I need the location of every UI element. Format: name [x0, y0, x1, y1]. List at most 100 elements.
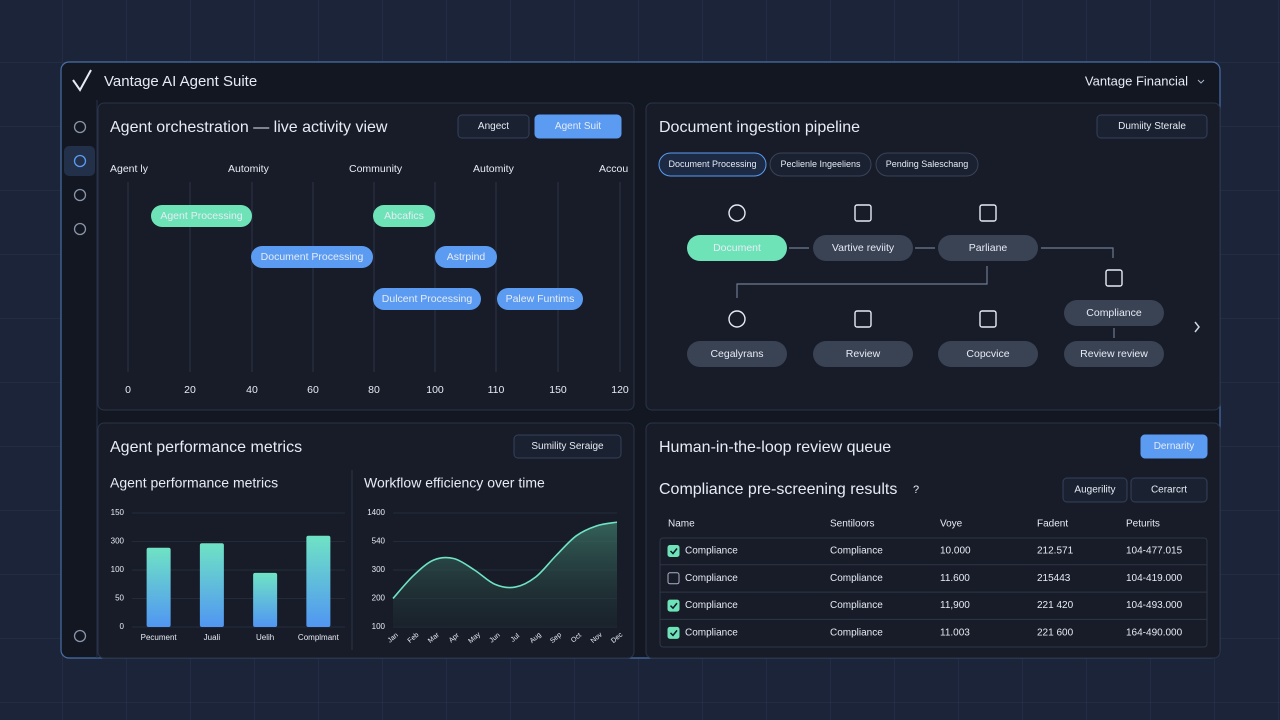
tab[interactable]: [875, 152, 979, 177]
dropdown-label: Dumiity Sterale: [1118, 121, 1186, 132]
column-label: Community: [349, 163, 403, 175]
table-cell: Compliance: [830, 600, 883, 611]
y-tick-label: 200: [372, 594, 386, 603]
filter-button[interactable]: [1062, 477, 1128, 503]
dropdown[interactable]: [513, 434, 622, 459]
checkmark: [669, 629, 678, 637]
x-tick-label: Juali: [204, 633, 221, 642]
table-cell: Compliance: [830, 628, 883, 639]
nav-icon[interactable]: [73, 222, 87, 236]
table-cell: 221 420: [1037, 600, 1074, 611]
column-label: Automity: [228, 163, 270, 175]
axis-label: 0: [125, 384, 131, 396]
node-icon: [1105, 269, 1123, 287]
table-header: Voye: [940, 519, 963, 530]
node-icon: [854, 310, 872, 328]
filter-button[interactable]: [457, 114, 530, 139]
pipeline-node[interactable]: [1064, 341, 1164, 367]
node-icon: [979, 310, 997, 328]
table-cell: Compliance: [685, 573, 738, 584]
x-tick-label: Complmant: [298, 633, 340, 642]
flow-arrows: [736, 247, 1115, 338]
column-label: Agent ly: [110, 163, 149, 175]
table-cell: Compliance: [685, 628, 738, 639]
x-tick-label: Uelih: [256, 633, 274, 642]
activity-chip: [373, 288, 481, 310]
chip-label: Astrpind: [447, 251, 486, 263]
node-icon: [979, 204, 997, 222]
axis-label: 60: [307, 384, 319, 396]
checkbox[interactable]: [667, 572, 680, 585]
node-label: Review: [846, 348, 881, 360]
chart-title: Agent performance metrics: [110, 475, 278, 491]
nav-icon[interactable]: [73, 188, 87, 202]
table-header: Sentiloors: [830, 519, 874, 530]
area: [393, 522, 617, 627]
node-label: Vartive reviity: [832, 242, 895, 254]
activity-chip: [251, 246, 373, 268]
axis-label: 100: [426, 384, 444, 396]
dropdown[interactable]: [1096, 114, 1208, 139]
node-icon: [854, 204, 872, 222]
table-cell: 11.003: [940, 628, 970, 639]
pipeline-node[interactable]: [938, 341, 1038, 367]
filter-button-label: Agent Suit: [555, 121, 601, 132]
tab-label: Pending Saleschang: [886, 159, 969, 169]
node-icon: [728, 310, 746, 328]
node-label: Compliance: [1086, 307, 1142, 319]
nav-icon[interactable]: [73, 120, 87, 134]
y-tick-label: 50: [115, 594, 124, 603]
y-tick-label: 300: [372, 565, 386, 574]
pipeline-node[interactable]: [813, 235, 913, 261]
filter-button-label: Cerarcrt: [1151, 485, 1187, 496]
panel: [645, 422, 1221, 659]
primary-button-label: Dernarity: [1154, 441, 1195, 452]
nav-active[interactable]: [64, 146, 95, 176]
table-cell: 212.571: [1037, 546, 1074, 557]
nav-icon[interactable]: [73, 154, 87, 168]
tab-label: Document Processing: [668, 159, 756, 169]
pipeline-node[interactable]: [687, 235, 787, 261]
chart-title: Workflow efficiency over time: [364, 475, 545, 491]
axis-label: 120: [611, 384, 629, 396]
filter-button-label: Angect: [478, 121, 509, 132]
x-tick-label: Pecument: [141, 633, 178, 642]
checkbox[interactable]: [667, 599, 680, 612]
activity-chip: [435, 246, 497, 268]
activity-chip: [497, 288, 583, 310]
pipeline-node[interactable]: [1064, 300, 1164, 326]
bar: [253, 572, 278, 627]
pipeline-node[interactable]: [813, 341, 913, 367]
bar: [306, 535, 331, 627]
table-cell: 104-493.000: [1126, 600, 1183, 611]
next-chevron[interactable]: [1194, 321, 1200, 333]
dropdown-label: Sumility Seraige: [531, 441, 604, 452]
primary-button[interactable]: [1140, 434, 1208, 459]
table-header: Fadent: [1037, 519, 1068, 530]
checkmark: [669, 548, 678, 555]
pipeline-node[interactable]: [938, 235, 1038, 261]
y-tick-label: 100: [372, 622, 386, 631]
tab[interactable]: [769, 152, 872, 177]
nav-icon[interactable]: [73, 629, 87, 643]
pipeline-node[interactable]: [687, 341, 787, 367]
chip-label: Document Processing: [261, 251, 364, 263]
table-cell: 104-477.015: [1126, 546, 1183, 557]
column-label: Accou: [599, 163, 628, 175]
table-cell: 215443: [1037, 573, 1071, 584]
tab[interactable]: [658, 152, 767, 177]
panel-title: Agent orchestration — live activity view: [110, 119, 388, 136]
table-cell: 11,900: [940, 600, 970, 611]
filter-button[interactable]: [1130, 477, 1208, 503]
node-label: Cegalyrans: [710, 348, 763, 360]
checkbox[interactable]: [667, 545, 680, 557]
filter-button[interactable]: [534, 114, 622, 139]
node-icon: [728, 204, 746, 222]
activity-chip: [151, 205, 252, 227]
axis-label: 20: [184, 384, 196, 396]
node-label: Review review: [1080, 348, 1148, 360]
checkbox[interactable]: [667, 626, 680, 639]
node-label: Parliane: [969, 242, 1008, 254]
y-tick-label: 540: [372, 537, 386, 546]
panel: [645, 102, 1221, 411]
